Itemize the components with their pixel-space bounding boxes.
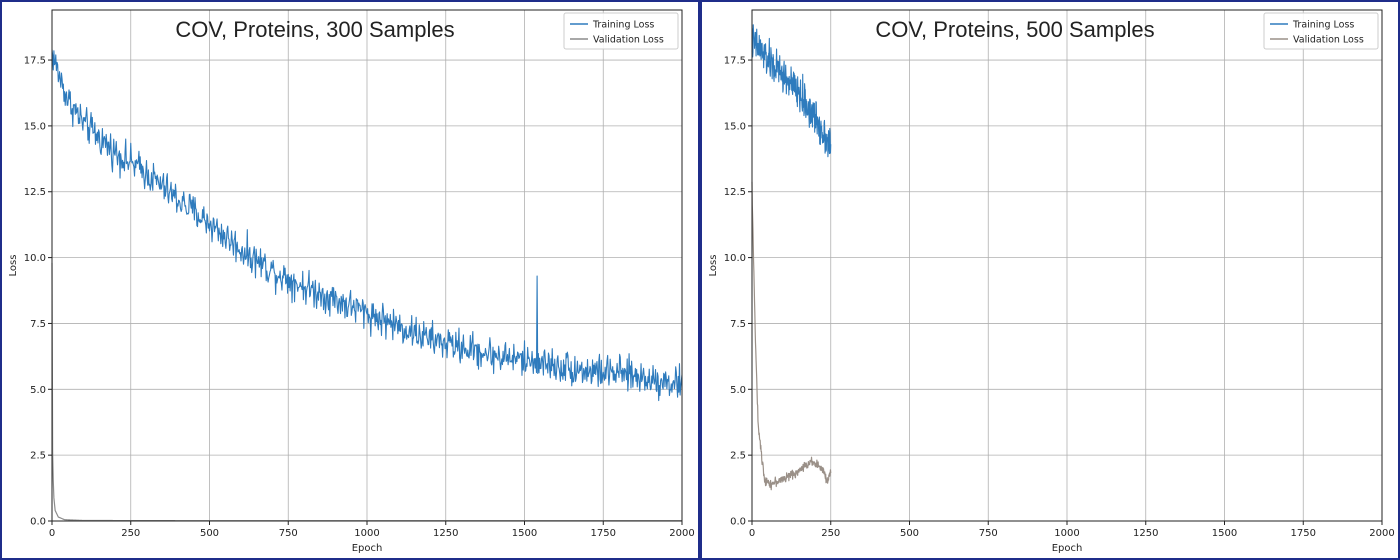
legend: Training Loss Validation Loss <box>1263 12 1379 50</box>
chart-title: COV, Proteins, 500 Samples <box>875 17 1154 42</box>
y-tick-label: 17.5 <box>24 56 46 67</box>
series-line-validation-loss <box>751 181 832 491</box>
x-tick-label: 0 <box>49 528 55 539</box>
y-tick-label: 7.5 <box>730 319 746 330</box>
y-tick-label: 0.0 <box>30 517 46 528</box>
x-tick-label: 2000 <box>1369 528 1394 539</box>
y-axis-label: Loss <box>8 255 19 277</box>
x-tick-label: 500 <box>900 528 919 539</box>
y-tick-label: 2.5 <box>730 451 746 462</box>
x-axis-label: Epoch <box>1052 543 1083 554</box>
x-tick-label: 1500 <box>1212 528 1237 539</box>
y-tick-label: 10.0 <box>24 253 46 264</box>
series-line-training-loss <box>751 24 832 158</box>
legend: Training Loss Validation Loss <box>563 12 679 50</box>
chart-panel-500-samples: 0 250 500 750 1000 1250 1500 1750 2000 0.0 2.5 5.0 7… <box>700 0 1400 560</box>
x-tick-label: 1000 <box>1054 528 1079 539</box>
y-tick-label: 15.0 <box>24 121 46 132</box>
chart-title: COV, Proteins, 300 Samples <box>175 17 454 42</box>
y-tick-label: 12.5 <box>724 187 746 198</box>
legend-label: Validation Loss <box>593 35 664 46</box>
y-tick-label: 15.0 <box>724 121 746 132</box>
x-tick-label: 2000 <box>669 528 694 539</box>
y-tick-label: 2.5 <box>30 451 46 462</box>
chart-panel-300-samples: 0 250 500 750 1000 1250 1500 1750 2000 0.0 2.5 5.0 7… <box>0 0 700 560</box>
y-tick-label: 5.0 <box>730 385 746 396</box>
y-tick-label: 17.5 <box>724 56 746 67</box>
series-line-training-loss <box>51 49 683 402</box>
x-tick-label: 1250 <box>1133 528 1158 539</box>
x-tick-label: 1250 <box>433 528 458 539</box>
x-tick-label: 750 <box>279 528 298 539</box>
x-tick-label: 1750 <box>591 528 616 539</box>
loss-chart-300-samples: 0 250 500 750 1000 1250 1500 1750 2000 0.0 2.5 5.0 7… <box>8 9 695 554</box>
x-tick-label: 1500 <box>512 528 537 539</box>
x-tick-label: 1000 <box>354 528 379 539</box>
legend-label: Validation Loss <box>1293 35 1364 46</box>
legend-label: Training Loss <box>592 20 654 31</box>
x-tick-label: 250 <box>821 528 840 539</box>
x-axis-label: Epoch <box>352 543 383 554</box>
y-tick-label: 12.5 <box>24 187 46 198</box>
y-axis-label: Loss <box>708 255 719 277</box>
x-tick-label: 750 <box>979 528 998 539</box>
x-tick-label: 1750 <box>1291 528 1316 539</box>
x-tick-label: 500 <box>200 528 219 539</box>
y-tick-label: 7.5 <box>30 319 46 330</box>
x-tick-label: 250 <box>121 528 140 539</box>
y-tick-label: 5.0 <box>30 385 46 396</box>
x-tick-label: 0 <box>749 528 755 539</box>
loss-chart-500-samples: 0 250 500 750 1000 1250 1500 1750 2000 0.0 2.5 5.0 7… <box>708 9 1395 554</box>
y-tick-label: 10.0 <box>724 253 746 264</box>
legend-label: Training Loss <box>1292 20 1354 31</box>
y-tick-label: 0.0 <box>730 517 746 528</box>
